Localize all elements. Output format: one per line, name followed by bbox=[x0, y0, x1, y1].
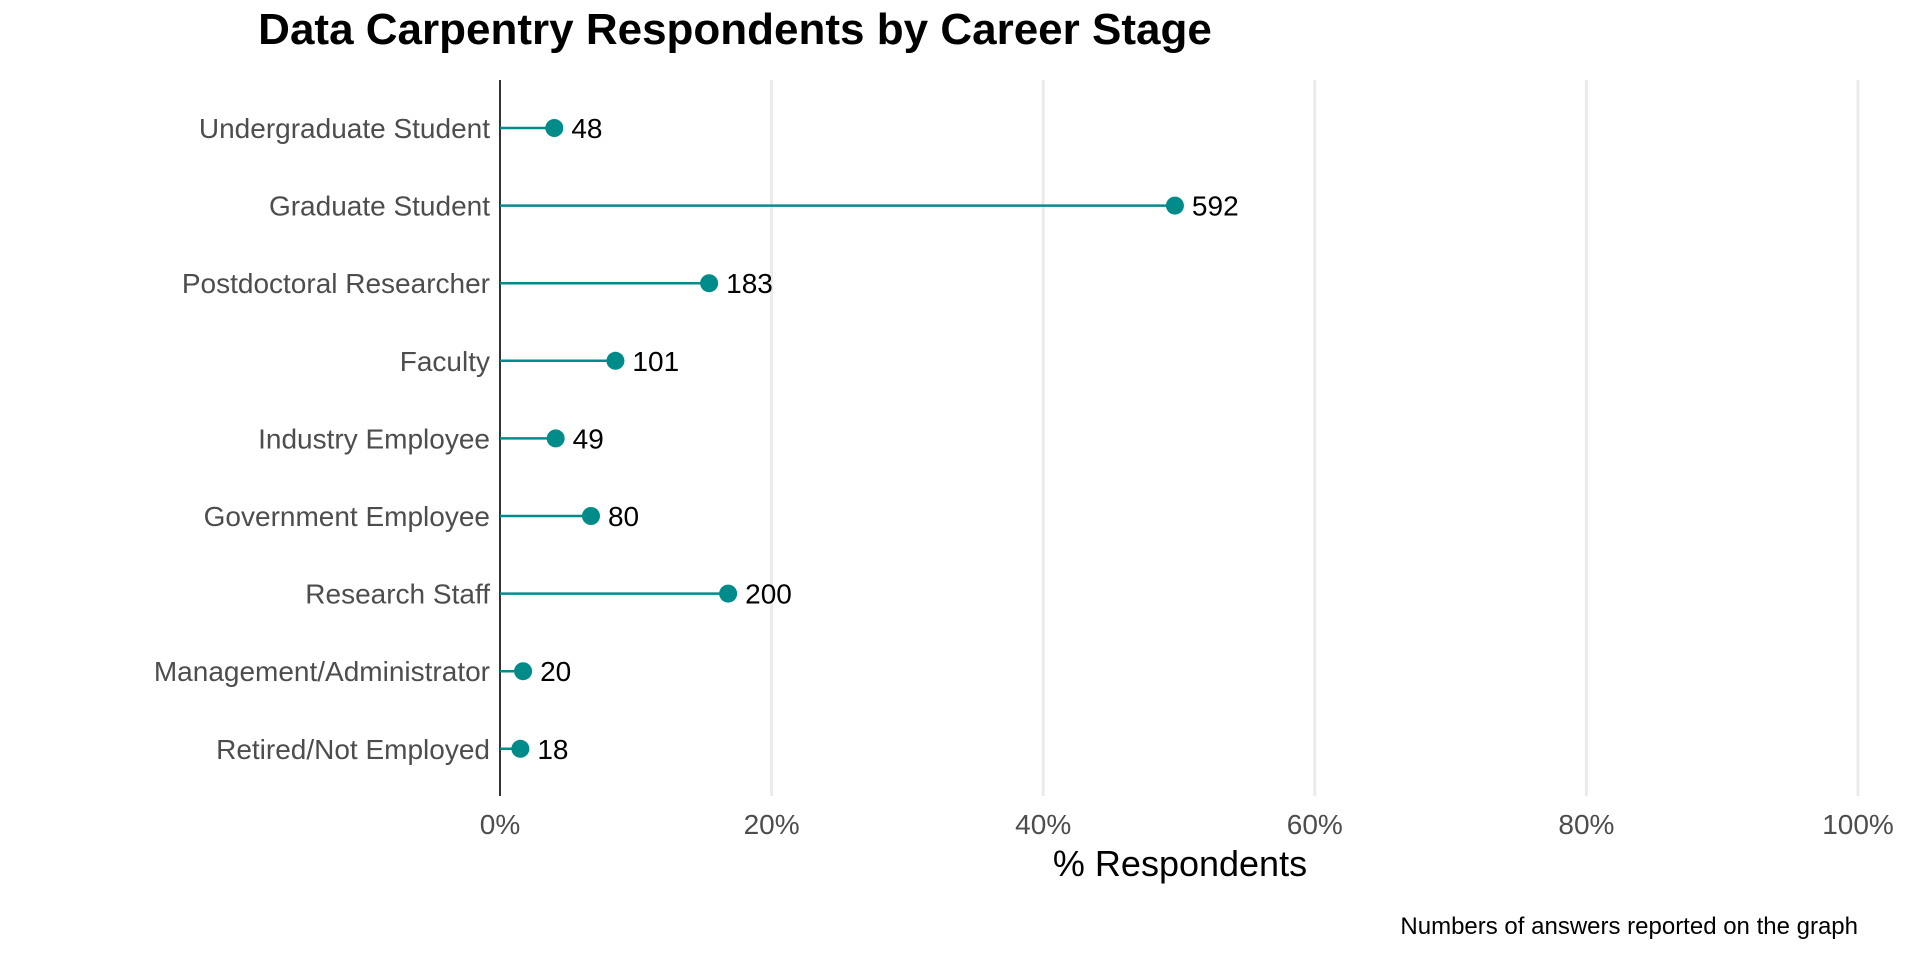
x-axis-title: % Respondents bbox=[1053, 843, 1307, 884]
value-label: 200 bbox=[745, 579, 792, 610]
x-tick-label: 60% bbox=[1287, 809, 1343, 840]
category-label: Graduate Student bbox=[269, 191, 490, 222]
category-label: Research Staff bbox=[305, 579, 490, 610]
chart-title: Data Carpentry Respondents by Career Sta… bbox=[258, 5, 1212, 54]
lollipop-point bbox=[511, 739, 530, 758]
lollipop-point bbox=[581, 507, 600, 525]
x-tick-label: 80% bbox=[1558, 809, 1614, 840]
lollipop-point bbox=[606, 351, 625, 370]
x-tick-label: 40% bbox=[1015, 809, 1071, 840]
category-label: Government Employee bbox=[204, 501, 490, 532]
value-label: 592 bbox=[1192, 191, 1239, 222]
value-label: 18 bbox=[537, 734, 568, 765]
category-label: Faculty bbox=[400, 346, 490, 377]
category-labels: Undergraduate Student Graduate Student Pos… bbox=[154, 113, 490, 765]
lollipop-point bbox=[546, 429, 565, 448]
value-label: 80 bbox=[608, 501, 639, 532]
value-label: 48 bbox=[571, 113, 602, 144]
x-tick-label: 100% bbox=[1822, 809, 1894, 840]
chart-caption: Numbers of answers reported on the graph bbox=[1400, 913, 1858, 940]
lollipop-point bbox=[514, 662, 533, 681]
value-label: 101 bbox=[632, 346, 679, 377]
x-tick-label: 0% bbox=[480, 809, 520, 840]
value-label: 183 bbox=[726, 268, 773, 299]
lollipop-point bbox=[545, 119, 564, 137]
category-label: Postdoctoral Researcher bbox=[182, 268, 490, 299]
lollipop-point bbox=[700, 274, 719, 293]
x-tick-label: 20% bbox=[744, 809, 800, 840]
value-label: 20 bbox=[540, 656, 571, 687]
lollipop-point bbox=[719, 584, 738, 603]
category-label: Management/Administrator bbox=[154, 656, 490, 687]
category-label: Industry Employee bbox=[258, 423, 490, 454]
x-tick-labels: 0% 20% 40% 60% 80% 100% bbox=[480, 809, 1894, 840]
grid-lines bbox=[770, 80, 1860, 796]
value-label: 49 bbox=[573, 423, 604, 454]
category-label: Retired/Not Employed bbox=[216, 734, 490, 765]
lollipop-point bbox=[1165, 196, 1184, 215]
data-marks: 48 592 183 101 49 80 200 20 18 bbox=[500, 113, 1239, 765]
category-label: Undergraduate Student bbox=[199, 113, 490, 144]
